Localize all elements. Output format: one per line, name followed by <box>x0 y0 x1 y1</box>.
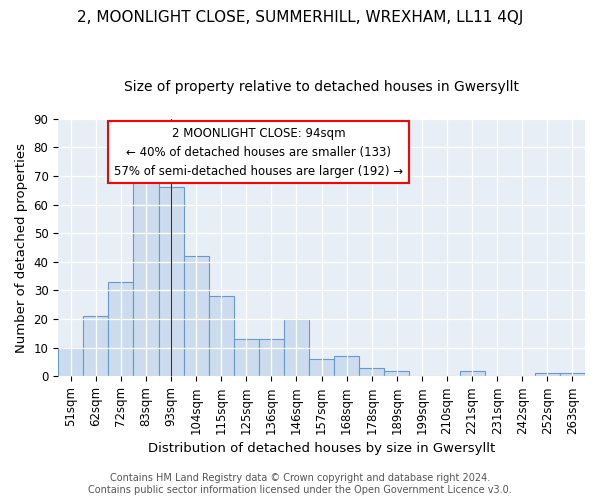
Bar <box>209 296 234 376</box>
Bar <box>109 282 133 376</box>
Bar <box>284 319 309 376</box>
Bar <box>560 374 585 376</box>
Y-axis label: Number of detached properties: Number of detached properties <box>15 142 28 352</box>
Text: Contains HM Land Registry data © Crown copyright and database right 2024.
Contai: Contains HM Land Registry data © Crown c… <box>88 474 512 495</box>
Bar <box>384 370 409 376</box>
Bar <box>158 188 184 376</box>
Bar <box>334 356 359 376</box>
Bar <box>83 316 109 376</box>
Bar <box>309 359 334 376</box>
Bar <box>234 339 259 376</box>
Bar <box>259 339 284 376</box>
X-axis label: Distribution of detached houses by size in Gwersyllt: Distribution of detached houses by size … <box>148 442 495 455</box>
Bar <box>359 368 384 376</box>
Bar <box>58 348 83 376</box>
Bar <box>133 179 158 376</box>
Text: 2 MOONLIGHT CLOSE: 94sqm
← 40% of detached houses are smaller (133)
57% of semi-: 2 MOONLIGHT CLOSE: 94sqm ← 40% of detach… <box>114 126 403 178</box>
Bar <box>535 374 560 376</box>
Title: Size of property relative to detached houses in Gwersyllt: Size of property relative to detached ho… <box>124 80 519 94</box>
Text: 2, MOONLIGHT CLOSE, SUMMERHILL, WREXHAM, LL11 4QJ: 2, MOONLIGHT CLOSE, SUMMERHILL, WREXHAM,… <box>77 10 523 25</box>
Bar <box>184 256 209 376</box>
Bar <box>460 370 485 376</box>
